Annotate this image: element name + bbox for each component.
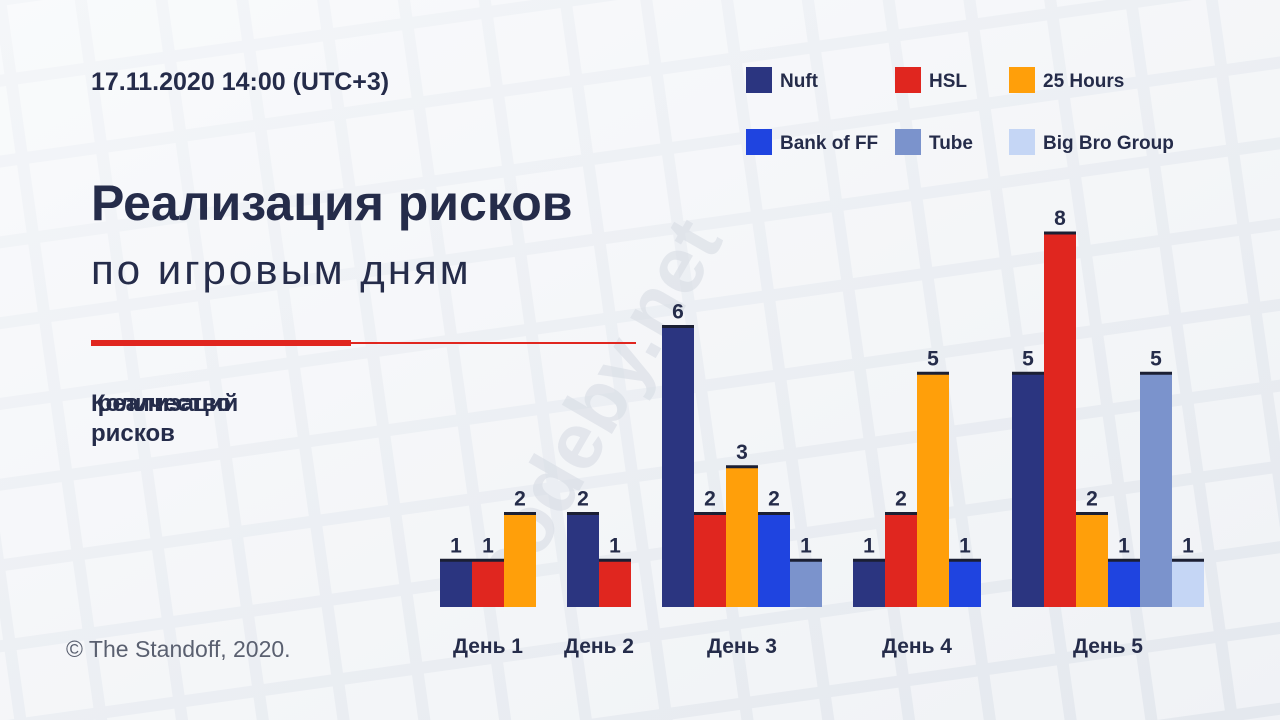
bar-cap — [1044, 231, 1076, 235]
bar — [1140, 373, 1172, 607]
chart-subtitle: по игровым дням — [91, 246, 472, 293]
bar — [504, 513, 536, 607]
value-label: 2 — [514, 488, 526, 511]
value-label: 1 — [800, 534, 812, 557]
bar-cap — [567, 512, 599, 515]
legend-label: HSL — [929, 71, 967, 92]
divider — [91, 340, 351, 346]
legend-swatch — [746, 129, 772, 155]
bar-cap — [917, 371, 949, 375]
bar-cap — [440, 558, 472, 562]
bar — [440, 560, 472, 607]
bar-cap — [1172, 558, 1204, 562]
legend-label: Tube — [929, 133, 973, 154]
bar-cap — [1140, 371, 1172, 375]
bar — [758, 513, 790, 607]
bar-cap — [1012, 371, 1044, 375]
legend-swatch — [1009, 67, 1035, 93]
bar-cap — [949, 558, 981, 562]
legend-swatch — [895, 129, 921, 155]
value-label: 5 — [1022, 347, 1034, 370]
bar — [662, 326, 694, 607]
bar — [1044, 233, 1076, 607]
bar-cap — [504, 512, 536, 515]
copyright: © The Standoff, 2020. — [66, 636, 291, 662]
value-label: 2 — [577, 488, 589, 511]
bar — [917, 373, 949, 607]
bar — [1076, 513, 1108, 607]
bar — [790, 560, 822, 607]
divider — [351, 342, 636, 344]
bar — [1012, 373, 1044, 607]
legend-label: 25 Hours — [1043, 71, 1124, 92]
bar-cap — [885, 512, 917, 515]
bar — [949, 560, 981, 607]
bar — [726, 466, 758, 607]
bar — [694, 513, 726, 607]
value-label: 1 — [863, 534, 875, 557]
x-tick-label: День 1 — [453, 635, 523, 658]
value-label: 1 — [609, 534, 621, 557]
value-label: 2 — [768, 488, 780, 511]
x-tick-label: День 5 — [1073, 635, 1143, 658]
bar-cap — [758, 512, 790, 515]
legend-swatch — [746, 67, 772, 93]
bar — [885, 513, 917, 607]
value-label: 1 — [450, 534, 462, 557]
value-label: 2 — [704, 488, 716, 511]
bar-cap — [472, 558, 504, 562]
bar — [1172, 560, 1204, 607]
legend-label: Big Bro Group — [1043, 133, 1174, 154]
bar — [472, 560, 504, 607]
x-tick-label: День 2 — [564, 635, 634, 658]
value-label: 3 — [736, 441, 748, 464]
value-label: 2 — [895, 488, 907, 511]
bar-cap — [853, 558, 885, 562]
bar-cap — [1076, 512, 1108, 515]
bar-cap — [694, 512, 726, 515]
value-label: 1 — [482, 534, 494, 557]
value-label: 6 — [672, 301, 684, 324]
x-tick-label: День 3 — [707, 635, 777, 658]
value-label: 8 — [1054, 207, 1066, 230]
value-label: 5 — [927, 347, 939, 370]
legend-swatch — [895, 67, 921, 93]
bar-cap — [726, 465, 758, 469]
date: 17.11.2020 14:00 (UTC+3) — [91, 68, 389, 96]
bar — [599, 560, 631, 607]
bar-cap — [1108, 558, 1140, 562]
legend-label: Bank of FF — [780, 133, 878, 154]
bar — [853, 560, 885, 607]
bar — [567, 513, 599, 607]
legend-label: Nuft — [780, 71, 819, 92]
value-label: 1 — [959, 534, 971, 557]
value-label: 2 — [1086, 488, 1098, 511]
bar — [1108, 560, 1140, 607]
value-label: 5 — [1150, 347, 1162, 370]
chart-title: Реализация рисков — [91, 175, 573, 231]
bar-cap — [599, 558, 631, 562]
y-label: Количество реализаций рисков — [91, 390, 238, 447]
x-tick-label: День 4 — [882, 635, 952, 658]
bar-cap — [790, 558, 822, 562]
bar-cap — [662, 325, 694, 328]
value-label: 1 — [1118, 534, 1130, 557]
value-label: 1 — [1182, 534, 1194, 557]
legend-swatch — [1009, 129, 1035, 155]
